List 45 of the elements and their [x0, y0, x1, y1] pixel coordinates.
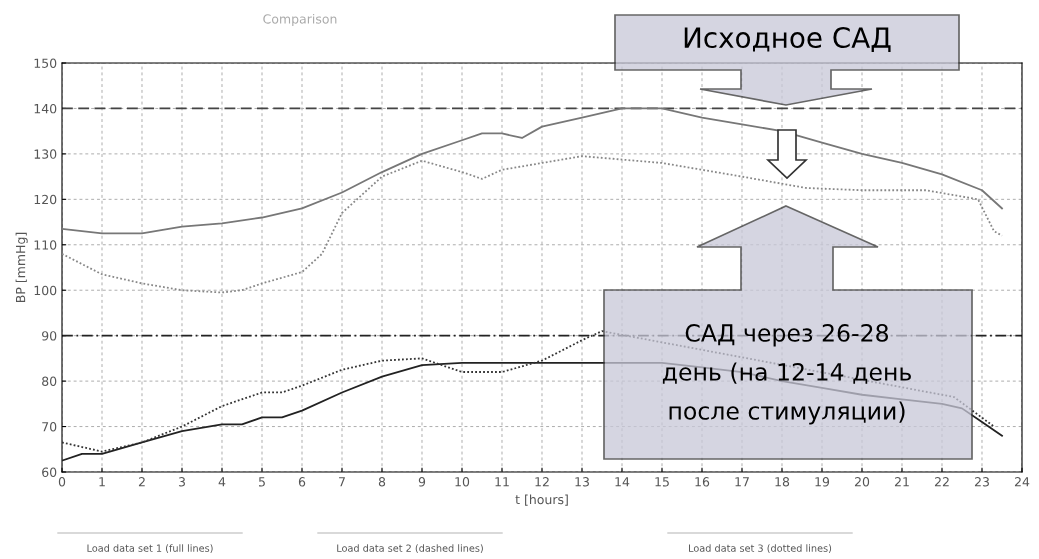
y-tick-label: 140: [34, 103, 57, 114]
x-tick-label: 2: [138, 477, 145, 487]
x-tick-label: 8: [378, 477, 386, 487]
y-tick-label: 120: [34, 194, 57, 205]
x-tick-label: 22: [934, 477, 949, 487]
x-axis-title: t [hours]: [515, 494, 568, 506]
x-tick-label: 10: [455, 477, 470, 487]
text: Load data set 2 (dashed lines): [337, 544, 483, 553]
x-tick-label: 4: [218, 477, 226, 487]
chart-title: Comparison: [263, 13, 337, 27]
text: Исходное САД: [684, 27, 891, 53]
y-tick-label: 90: [42, 331, 57, 341]
text: Load data set 3 (dotted lines): [689, 544, 832, 553]
x-tick-label: 24: [1014, 477, 1030, 487]
x-tick-label: 5: [258, 477, 265, 487]
x-tick-label: 21: [894, 477, 909, 487]
y-tick-label: 100: [34, 285, 57, 296]
y-axis-title: BP [mmHg]: [15, 232, 28, 303]
x-tick-label: 19: [815, 477, 830, 487]
y-tick-label: 80: [42, 376, 57, 387]
y-tick-label: 110: [34, 240, 57, 250]
x-tick-label: 12: [535, 477, 549, 487]
x-tick-label: 16: [695, 477, 710, 487]
text: Load data set 1 (full lines): [87, 544, 213, 553]
line-series: [62, 155, 1003, 294]
x-tick-label: 18: [775, 477, 790, 487]
x-tick-label: 17: [735, 477, 749, 487]
y-tick-label: 70: [42, 422, 57, 432]
y-tick-label: 130: [34, 149, 57, 159]
x-tick-label: 13: [575, 477, 589, 487]
x-tick-label: 7: [339, 477, 345, 487]
line-series: [62, 107, 1003, 235]
y-tick-label: 150: [34, 58, 57, 68]
x-tick-label: 6: [298, 477, 306, 487]
x-tick-label: 15: [655, 477, 669, 487]
x-tick-label: 11: [495, 477, 509, 487]
x-tick-label: 9: [418, 477, 426, 487]
x-tick-label: 1: [99, 477, 105, 487]
x-tick-label: 14: [615, 477, 630, 487]
y-tick-label: 60: [42, 467, 57, 477]
x-tick-label: 20: [854, 477, 870, 487]
x-tick-label: 0: [58, 477, 66, 487]
x-tick-label: 23: [974, 477, 989, 487]
x-tick-label: 3: [178, 477, 185, 487]
annotation: САД через 26-28 день (на 12-14 день после стимуляции): [662, 323, 911, 425]
